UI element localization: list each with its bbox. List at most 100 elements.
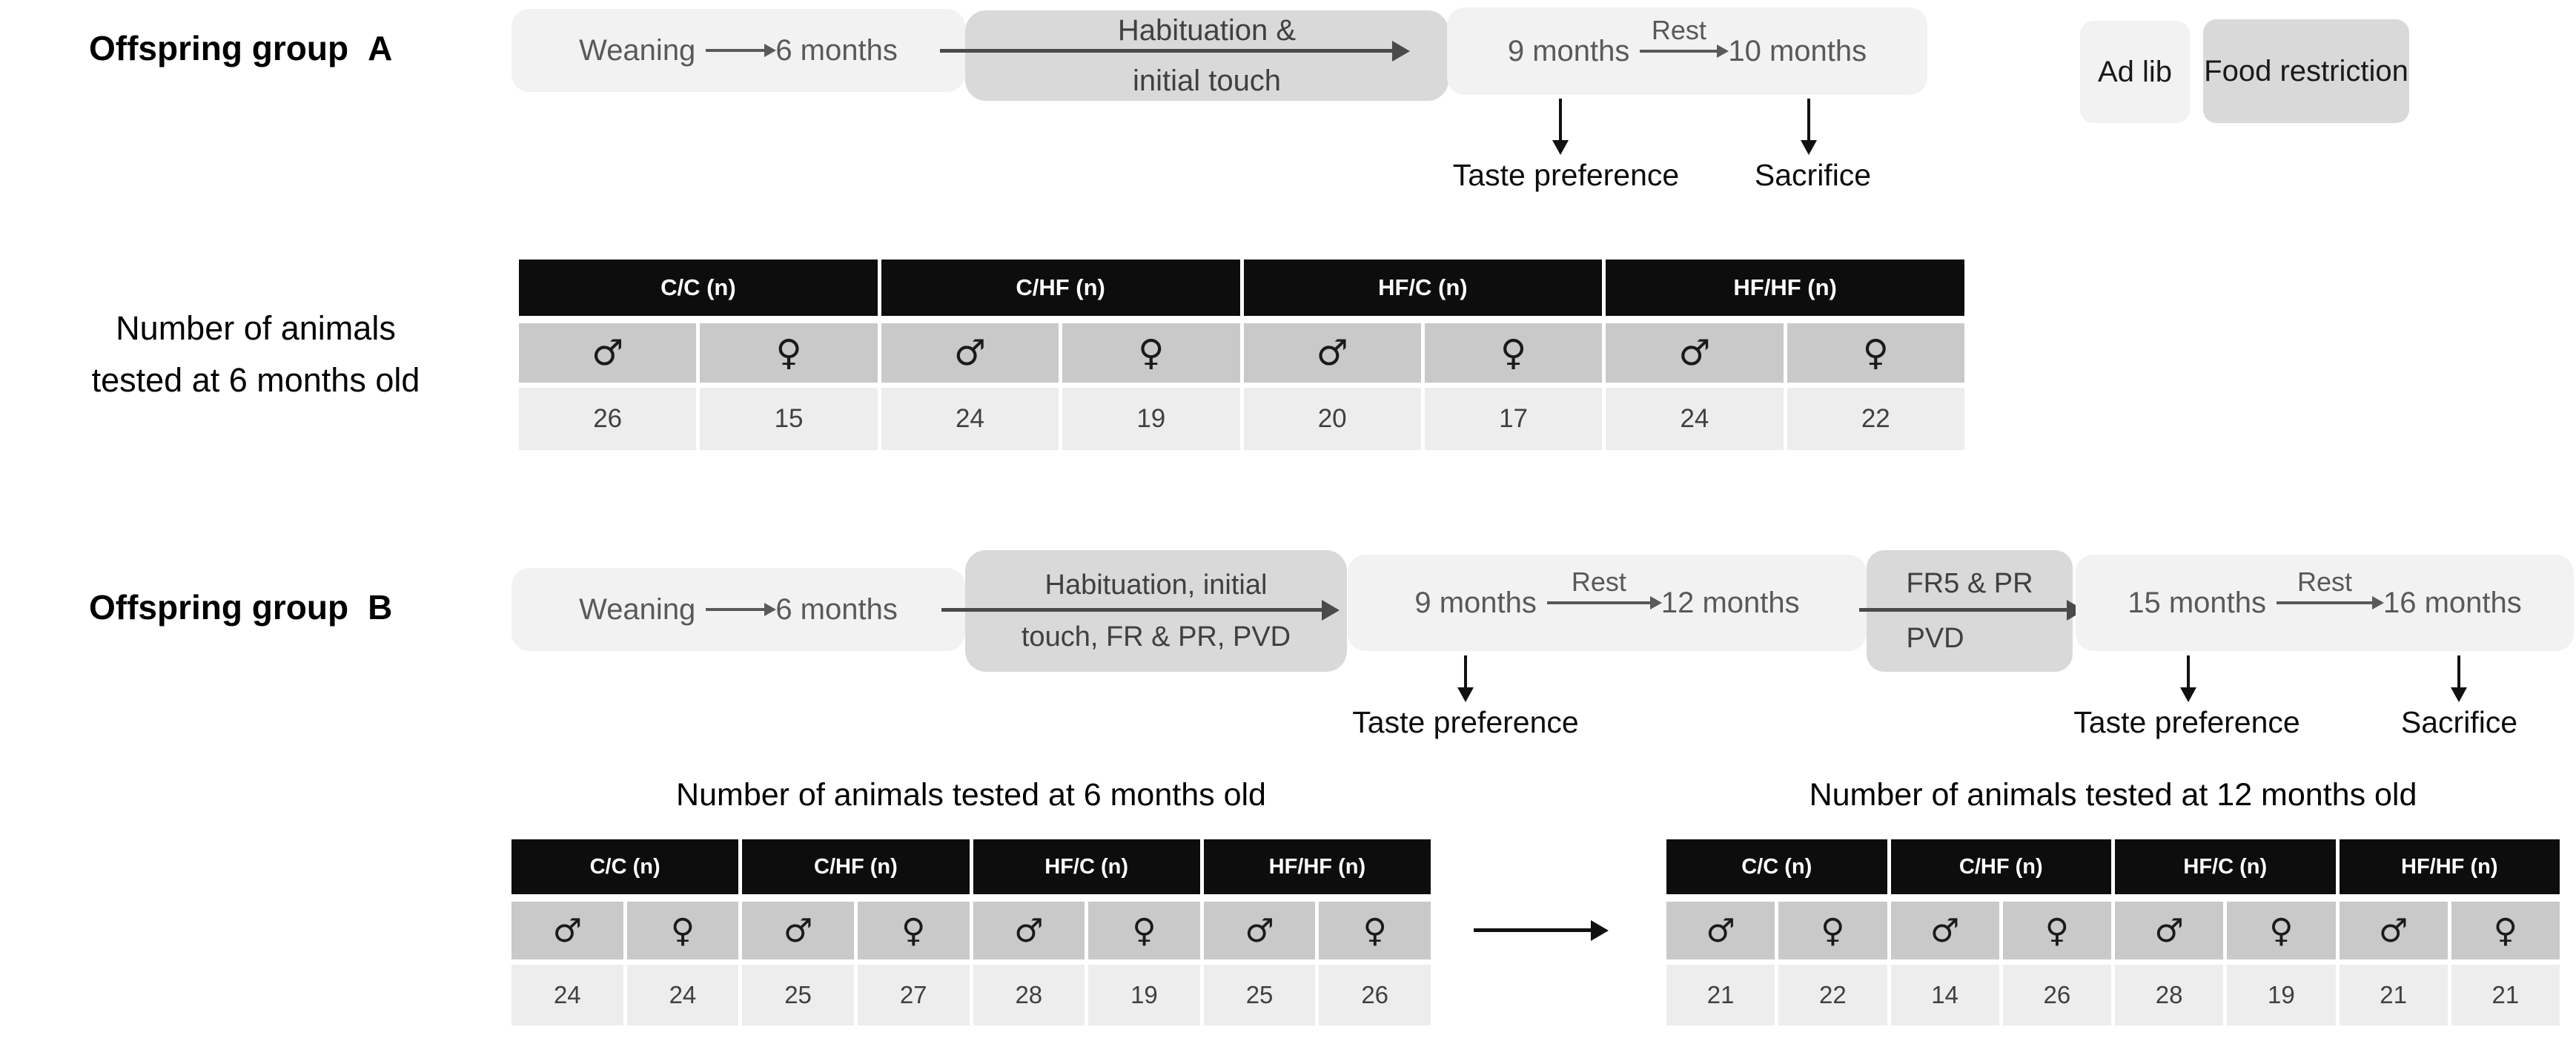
table-value-cell: 24 — [511, 965, 623, 1025]
legend-food-restriction-box: Food restriction — [2203, 19, 2409, 123]
a-sacrifice-label: Sacrifice — [1754, 158, 1872, 192]
male-icon: ♂ — [742, 902, 854, 959]
table-header-cell: C/HF (n) — [881, 260, 1240, 316]
table-b6-symbol-row: ♂ ♀ ♂ ♀ ♂ ♀ ♂ ♀ — [511, 902, 1431, 959]
table-value-cell: 27 — [857, 965, 970, 1025]
table-a-symbol-row: ♂ ♀ ♂ ♀ ♂ ♀ ♂ ♀ — [519, 323, 1964, 383]
female-icon: ♀ — [1424, 323, 1603, 383]
female-icon: ♀ — [1062, 323, 1240, 383]
table-header-cell: HF/HF (n) — [1203, 839, 1431, 894]
arrow-right-icon — [2277, 601, 2373, 604]
male-icon: ♂ — [519, 323, 697, 383]
table-value-cell: 15 — [700, 388, 878, 450]
female-icon: ♀ — [2002, 902, 2111, 959]
legend-adlib-box: Ad lib — [2080, 21, 2190, 123]
a-6months-label: 6 months — [775, 33, 898, 67]
male-icon: ♂ — [973, 902, 1085, 959]
b-9months-label: 9 months — [1414, 586, 1537, 619]
b-habituation-line1: Habituation, initial — [1044, 569, 1268, 601]
b-taste-preference2-label: Taste preference — [2073, 705, 2300, 739]
female-icon: ♀ — [2451, 902, 2560, 959]
b-15months-label: 15 months — [2128, 586, 2266, 619]
arrow-down-icon — [2187, 655, 2190, 689]
male-icon: ♂ — [881, 323, 1059, 383]
a-weaning-label: Weaning — [579, 33, 696, 67]
table-value-cell: 21 — [2451, 965, 2560, 1025]
female-icon: ♀ — [857, 902, 970, 959]
arrow-down-icon — [1559, 99, 1562, 142]
b-weaning-label: Weaning — [579, 592, 696, 626]
arrow-down-icon — [1807, 99, 1810, 142]
stage-b-rest2-box: 15 months Rest 16 months — [2076, 555, 2574, 651]
arrow-right-icon — [1546, 601, 1651, 604]
stage-a-habituation-box: Habituation & initial touch — [965, 10, 1448, 101]
table-header-cell: HF/C (n) — [2115, 839, 2336, 894]
table-value-cell: 22 — [1778, 965, 1887, 1025]
arrow-right-icon — [1640, 50, 1718, 53]
table-header-cell: HF/HF (n) — [1606, 260, 1964, 316]
female-icon: ♀ — [700, 323, 878, 383]
arrow-right-icon — [941, 608, 1323, 612]
b-rest1-label: Rest — [1571, 566, 1626, 597]
table-header-cell: HF/C (n) — [973, 839, 1200, 894]
arrow-right-icon — [706, 608, 766, 611]
arrow-right-icon — [706, 49, 766, 52]
table-b6-title: Number of animals tested at 6 months old — [676, 777, 1266, 813]
table-value-cell: 25 — [742, 965, 854, 1025]
table-value-cell: 19 — [2227, 965, 2336, 1025]
table-header-cell: C/C (n) — [1666, 839, 1887, 894]
table-b12-value-row: 21 22 14 26 28 19 21 21 — [1666, 965, 2560, 1025]
table-value-cell: 24 — [881, 388, 1059, 450]
b-12months-label: 12 months — [1661, 586, 1800, 619]
table-value-cell: 24 — [1606, 388, 1784, 450]
female-icon: ♀ — [626, 902, 739, 959]
female-icon: ♀ — [1088, 902, 1200, 959]
table-b6-value-row: 24 24 25 27 28 19 25 26 — [511, 965, 1431, 1025]
group-a-title: Offspring group — [89, 29, 349, 67]
female-icon: ♀ — [1787, 323, 1964, 383]
male-icon: ♂ — [2339, 902, 2448, 959]
b-habituation-line2: touch, FR & PR, PVD — [1021, 621, 1291, 652]
male-icon: ♂ — [1666, 902, 1775, 959]
stage-b-rest1-box: 9 months Rest 12 months — [1348, 555, 1867, 651]
table-value-cell: 20 — [1243, 388, 1421, 450]
male-icon: ♂ — [1606, 323, 1784, 383]
table-a-caption: Number of animals tested at 6 months old — [4, 303, 508, 406]
a-10months-label: 10 months — [1728, 34, 1867, 67]
a-rest-label: Rest — [1651, 15, 1706, 45]
a-taste-preference-label: Taste preference — [1452, 158, 1680, 192]
table-a-value-row: 26 15 24 19 20 17 24 22 — [519, 388, 1964, 450]
stage-b-fr5-box: FR5 & PR PVD — [1867, 550, 2073, 672]
table-b-12months: C/C (n) C/HF (n) HF/C (n) HF/HF (n) ♂ ♀ … — [1666, 839, 2560, 1025]
table-value-cell: 26 — [519, 388, 697, 450]
table-header-cell: C/C (n) — [519, 260, 878, 316]
table-header-cell: HF/HF (n) — [2339, 839, 2560, 894]
b-sacrifice-label: Sacrifice — [2400, 705, 2518, 739]
stage-b-weaning-box: Weaning 6 months — [511, 568, 965, 651]
table-value-cell: 28 — [2115, 965, 2224, 1025]
table-value-cell: 21 — [2339, 965, 2448, 1025]
table-a-header-row: C/C (n) C/HF (n) HF/C (n) HF/HF (n) — [519, 260, 1964, 316]
group-a-letter: A — [368, 29, 393, 67]
arrow-down-icon — [1464, 655, 1467, 689]
group-b-letter: B — [368, 588, 393, 627]
male-icon: ♂ — [1890, 902, 1999, 959]
female-icon: ♀ — [2227, 902, 2336, 959]
male-icon: ♂ — [1243, 323, 1421, 383]
table-value-cell: 26 — [2002, 965, 2111, 1025]
table-value-cell: 19 — [1062, 388, 1240, 450]
arrow-right-icon — [1474, 928, 1592, 932]
table-a-caption-line2: tested at 6 months old — [91, 360, 420, 399]
table-header-cell: C/C (n) — [511, 839, 739, 894]
table-value-cell: 21 — [1666, 965, 1775, 1025]
b-fr5-line1: FR5 & PR — [1906, 568, 2033, 599]
table-b12-header-row: C/C (n) C/HF (n) HF/C (n) HF/HF (n) — [1666, 839, 2560, 894]
a-habituation-line1: Habituation & — [1117, 14, 1297, 47]
table-value-cell: 14 — [1890, 965, 1999, 1025]
b-taste-preference1-label: Taste preference — [1352, 705, 1579, 739]
table-a: C/C (n) C/HF (n) HF/C (n) HF/HF (n) ♂ ♀ … — [519, 260, 1964, 450]
table-header-cell: HF/C (n) — [1243, 260, 1603, 316]
b-rest2-label: Rest — [2297, 566, 2353, 597]
table-b-6months: C/C (n) C/HF (n) HF/C (n) HF/HF (n) ♂ ♀ … — [511, 839, 1431, 1025]
group-b-label: Offspring group B — [89, 587, 392, 627]
